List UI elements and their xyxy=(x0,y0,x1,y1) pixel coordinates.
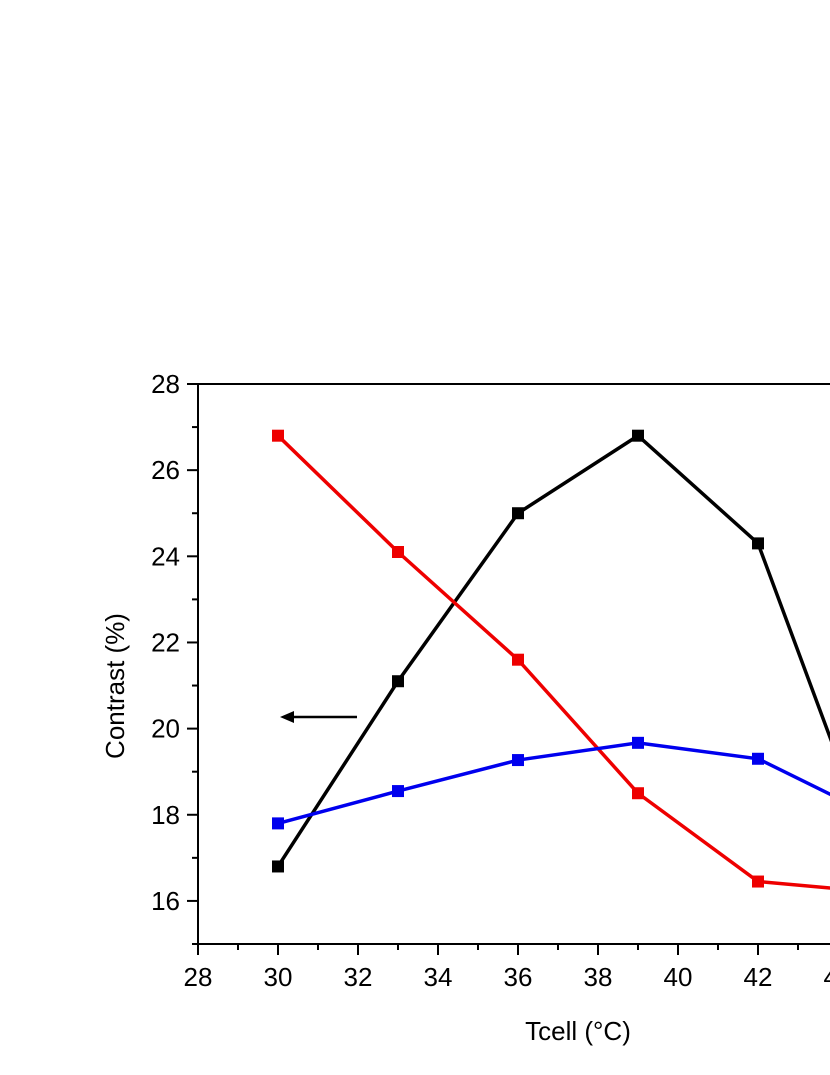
y-tick-label: 22 xyxy=(151,627,180,657)
x-tick-label: 44 xyxy=(824,962,830,992)
series-line xyxy=(277,741,830,826)
series-line xyxy=(276,434,830,890)
y-tick-label: 26 xyxy=(151,455,180,485)
y-axis-label: Contrast (%) xyxy=(100,613,130,759)
y-tick-label: 24 xyxy=(151,541,180,571)
y-tick-label: 18 xyxy=(151,800,180,830)
marker xyxy=(632,736,644,749)
x-tick-label: 36 xyxy=(504,962,533,992)
marker xyxy=(272,817,284,830)
marker xyxy=(392,675,404,688)
x-tick-label: 30 xyxy=(264,962,293,992)
x-tick-label: 40 xyxy=(664,962,693,992)
marker xyxy=(752,537,764,550)
marker xyxy=(512,507,524,520)
marker xyxy=(752,875,764,888)
marker xyxy=(392,785,404,798)
y-tick-label: 20 xyxy=(151,714,180,744)
marker xyxy=(272,429,284,442)
arrow-head xyxy=(280,711,294,723)
marker xyxy=(752,752,764,765)
marker xyxy=(512,754,524,767)
x-tick-label: 28 xyxy=(184,962,213,992)
marker xyxy=(632,429,644,442)
x-tick-label: 32 xyxy=(344,962,373,992)
y-tick-label: 28 xyxy=(151,369,180,399)
x-tick-label: 34 xyxy=(424,962,453,992)
x-tick-label: 38 xyxy=(584,962,613,992)
marker xyxy=(512,653,524,666)
marker xyxy=(632,787,644,800)
arrow-annotation xyxy=(280,711,357,723)
marker xyxy=(392,546,404,558)
marker xyxy=(272,860,284,873)
x-tick-label: 42 xyxy=(744,962,773,992)
x-axis-label: Tcell (°C) xyxy=(525,1016,631,1046)
y-tick-label: 16 xyxy=(151,886,180,916)
series-line xyxy=(276,433,830,868)
